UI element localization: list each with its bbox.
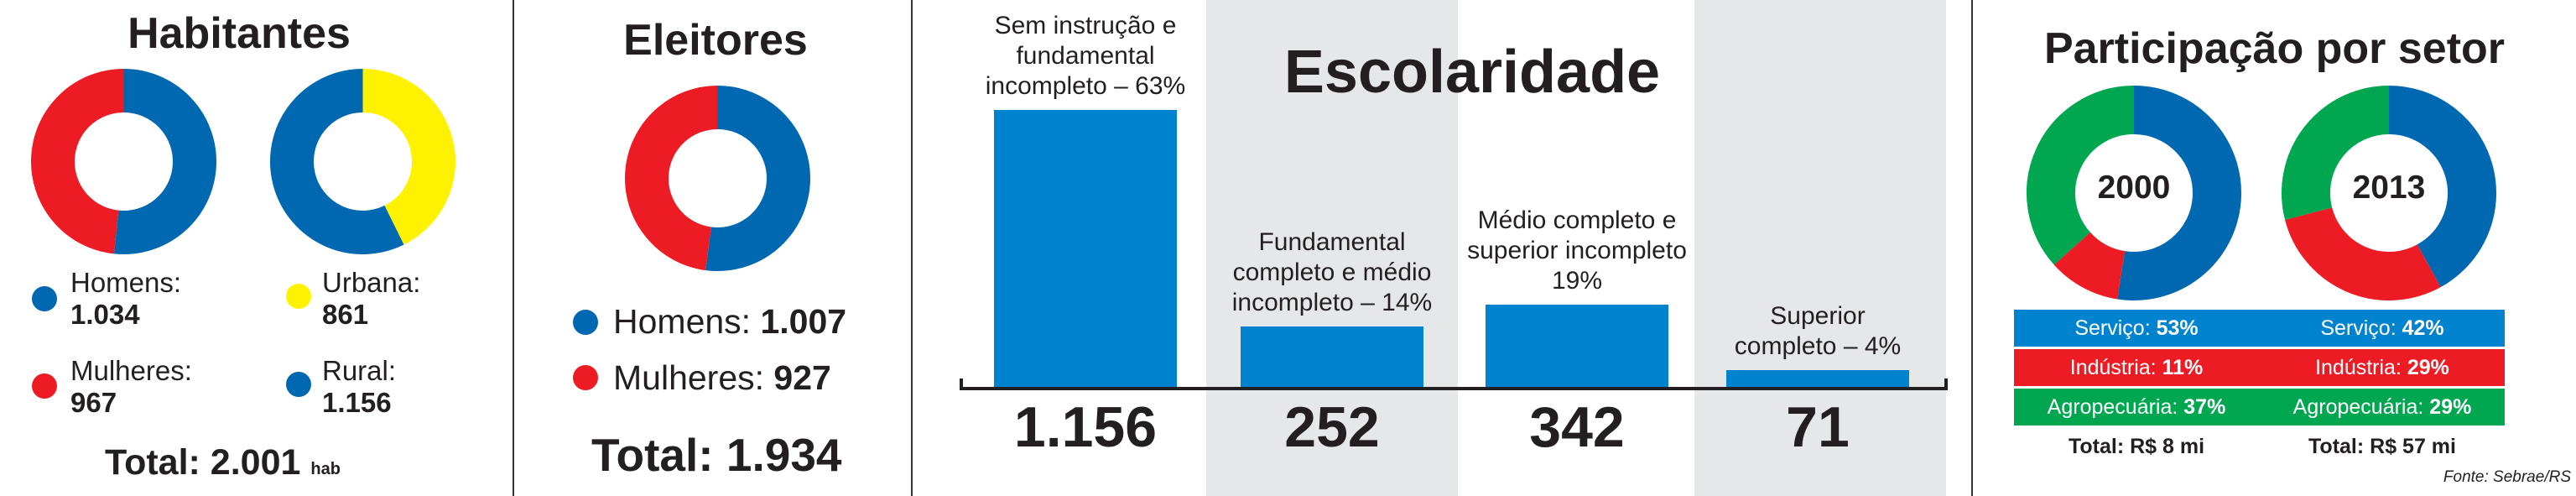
voters-total: Total: 1.934: [591, 429, 842, 481]
sector-donut-2000: [2027, 86, 2241, 300]
slice-homens: [113, 69, 216, 254]
slice-mulheres: [31, 69, 125, 254]
divider: [911, 0, 913, 496]
bar-value: 71: [1786, 395, 1850, 459]
eleitores-title: Eleitores: [623, 16, 808, 65]
legend-dot-urban: [286, 284, 311, 309]
legend-dot-women: [573, 365, 598, 390]
legend-urban: Urbana: 861: [322, 267, 421, 330]
year-label-2000: 2000: [2097, 170, 2171, 206]
divider: [1971, 0, 1973, 496]
participacao-title: Participação por setor: [2043, 24, 2506, 73]
bar: [1726, 369, 1909, 387]
cell-2013: Agropecuária: 29%: [2292, 395, 2472, 419]
bar-value: 1.156: [1013, 395, 1158, 459]
source-note: Fonte: Sebrae/RS: [2443, 468, 2571, 486]
bar: [994, 110, 1177, 387]
slice-homens: [705, 86, 810, 271]
cell-2000: Agropecuária: 37%: [2047, 395, 2226, 419]
escolaridade-title: Escolaridade: [1283, 39, 1661, 106]
table-row-agro: Agropecuária: 37% Agropecuária: 29%: [2014, 389, 2505, 426]
habitantes-title: Habitantes: [127, 9, 351, 58]
voters-men: Homens: 1.007: [613, 302, 847, 341]
gender-donut: [31, 69, 216, 254]
legend-dot-rural: [286, 372, 311, 397]
slice-mulheres: [625, 86, 719, 271]
legend-dot-men: [32, 286, 57, 311]
bar-value: 342: [1529, 395, 1625, 459]
x-axis: [960, 387, 1948, 390]
bar-label: Médio completo e superior incompleto 19%: [1467, 206, 1687, 295]
slice-agropecuaria: [2027, 86, 2135, 265]
bar-value: 252: [1284, 395, 1380, 459]
bar-label: Fundamental completo e médio incompleto …: [1231, 228, 1433, 317]
slice-industria: [2053, 231, 2126, 300]
slice-rural: [270, 69, 404, 254]
slice-servico: [2388, 86, 2496, 288]
cell-2013: Serviço: 42%: [2320, 316, 2444, 340]
table-row-servico: Serviço: 53% Serviço: 42%: [2014, 310, 2505, 347]
cell-2000: Serviço: 53%: [2074, 316, 2199, 340]
eleitores-panel: Eleitores Homens: 1.007 Mulheres: 927 To…: [514, 0, 911, 496]
habitantes-panel: Habitantes Homens: 1.034 Mulheres: 967 Urb…: [0, 0, 513, 496]
table-row-industria: Indústria: 11% Indústria: 29%: [2014, 349, 2505, 386]
divider: [513, 0, 514, 496]
legend-men: Homens: 1.034: [70, 267, 182, 330]
legend-women: Mulheres: 967: [70, 355, 192, 418]
total-2013: Total: R$ 57 mi: [2308, 435, 2456, 458]
cell-2000: Indústria: 11%: [2069, 356, 2204, 379]
legend-dot-men: [573, 310, 598, 335]
voters-donut: [625, 86, 810, 271]
slice-agropecuaria: [2282, 86, 2391, 220]
axis-tick-left: [960, 379, 963, 390]
gray-band: [1694, 0, 1946, 496]
gray-band: [1206, 0, 1458, 496]
bar: [1241, 326, 1423, 387]
slice-urbana: [362, 69, 455, 245]
bar: [1486, 305, 1668, 387]
sector-donut-2013: [2282, 86, 2496, 300]
slice-servico: [2117, 86, 2241, 300]
habitantes-total: Total: 2.001 hab: [105, 442, 341, 483]
cell-2013: Indústria: 29%: [2315, 356, 2449, 379]
bar-label: Sem instrução e fundamental incompleto –…: [985, 12, 1186, 100]
legend-rural: Rural: 1.156: [322, 355, 397, 418]
voters-women: Mulheres: 927: [613, 358, 831, 397]
legend-dot-women: [32, 373, 57, 399]
year-label-2013: 2013: [2352, 170, 2426, 206]
axis-tick-right: [1944, 379, 1948, 390]
slice-industria: [2285, 206, 2441, 300]
bar-label: Superior completo – 4%: [1734, 301, 1902, 360]
area-donut: [270, 69, 455, 254]
total-2000: Total: R$ 8 mi: [2068, 435, 2205, 458]
